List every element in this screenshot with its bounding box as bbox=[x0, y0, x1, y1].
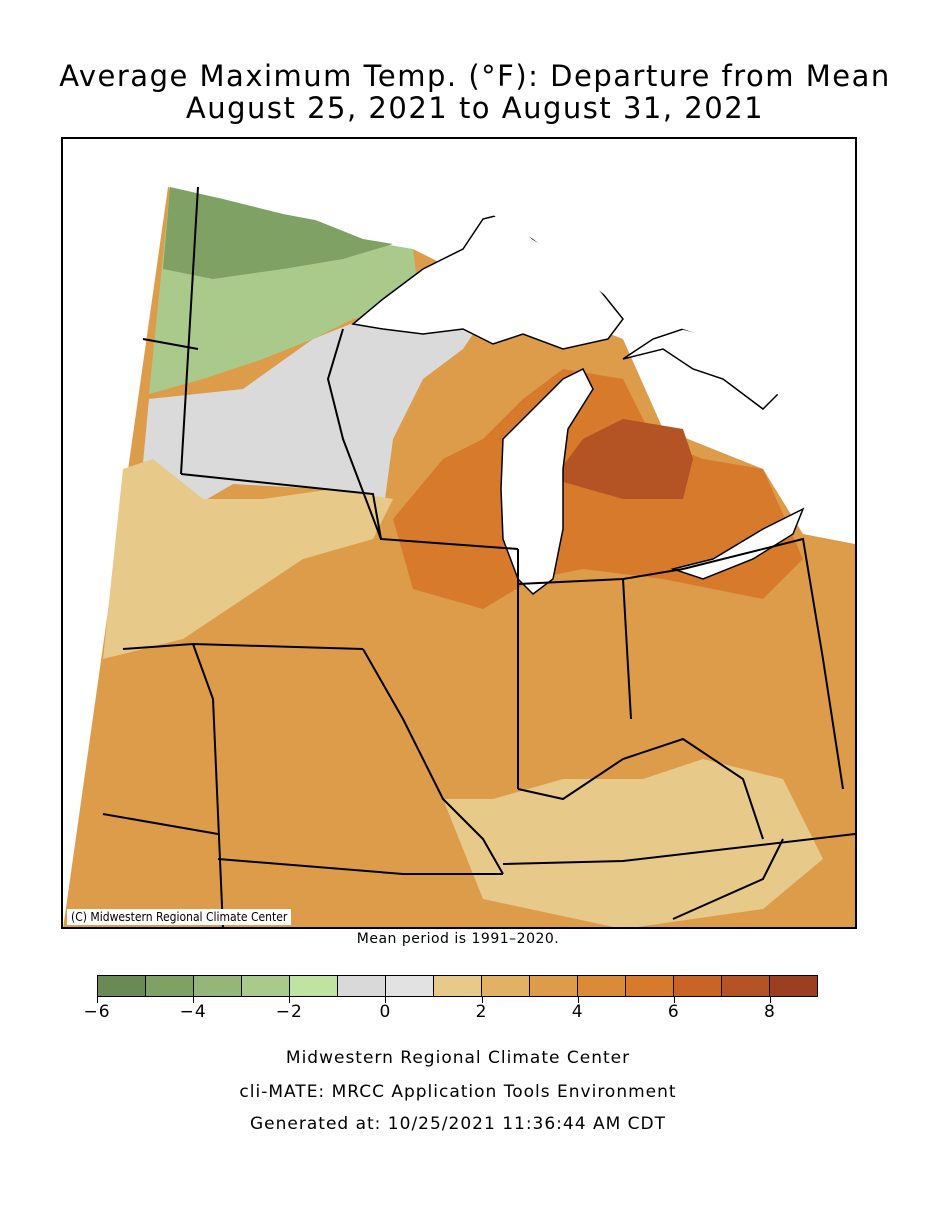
legend-swatch bbox=[626, 976, 674, 996]
legend-swatch bbox=[386, 976, 434, 996]
legend-tick-label: 6 bbox=[667, 1002, 680, 1022]
legend-swatch bbox=[146, 976, 194, 996]
map-canvas bbox=[63, 139, 855, 927]
state-boundaries bbox=[102, 186, 855, 927]
legend-swatch bbox=[578, 976, 626, 996]
legend-swatch bbox=[194, 976, 242, 996]
legend-tick bbox=[481, 997, 483, 1003]
map-date-range: August 25, 2021 to August 31, 2021 bbox=[185, 91, 765, 125]
color-legend bbox=[97, 975, 818, 997]
legend-tick-label: −2 bbox=[275, 1002, 303, 1022]
legend-tick bbox=[673, 997, 675, 1003]
legend-tick bbox=[769, 997, 771, 1003]
legend-swatch bbox=[722, 976, 770, 996]
legend-swatch bbox=[98, 976, 146, 996]
legend-tick-label: −6 bbox=[83, 1002, 111, 1022]
legend-tick bbox=[577, 997, 579, 1003]
map-title: Average Maximum Temp. (°F): Departure fr… bbox=[59, 59, 891, 93]
legend-tick bbox=[97, 997, 98, 1003]
legend-swatch bbox=[290, 976, 338, 996]
legend-tick-label: 4 bbox=[571, 1002, 584, 1022]
copyright-notice: (C) Midwestern Regional Climate Center bbox=[67, 909, 292, 925]
mean-period-note: Mean period is 1991–2020. bbox=[356, 931, 560, 947]
footer-generated-time: Generated at: 10/25/2021 11:36:44 AM CDT bbox=[250, 1114, 666, 1134]
lake-erie bbox=[670, 507, 805, 580]
legend-tick-label: 8 bbox=[764, 1002, 776, 1022]
footer-application: cli-MATE: MRCC Application Tools Environ… bbox=[239, 1082, 677, 1102]
legend-swatch bbox=[482, 976, 530, 996]
data-region-south-mild bbox=[443, 759, 823, 927]
legend-tick-label: 2 bbox=[475, 1002, 488, 1022]
lake-michigan bbox=[500, 367, 594, 595]
temperature-departure-map: (C) Midwestern Regional Climate Center bbox=[61, 137, 857, 929]
canada-region bbox=[170, 139, 855, 469]
legend-swatch bbox=[530, 976, 578, 996]
legend-swatch bbox=[674, 976, 722, 996]
legend-swatch bbox=[770, 976, 817, 996]
legend-swatch bbox=[338, 976, 386, 996]
data-region-neutral bbox=[133, 309, 483, 569]
legend-tick-label: −4 bbox=[179, 1002, 207, 1022]
legend-tick-label: 0 bbox=[379, 1002, 392, 1022]
legend-swatch bbox=[242, 976, 290, 996]
legend-swatch bbox=[434, 976, 482, 996]
data-region-hot bbox=[553, 419, 693, 499]
lake-superior bbox=[351, 213, 624, 350]
legend-tick bbox=[193, 997, 195, 1003]
footer-organization: Midwestern Regional Climate Center bbox=[285, 1048, 631, 1068]
legend-tick bbox=[385, 997, 387, 1003]
legend-tick bbox=[289, 997, 291, 1003]
data-region-mild bbox=[103, 459, 393, 659]
data-region-cool-dark bbox=[163, 187, 393, 279]
